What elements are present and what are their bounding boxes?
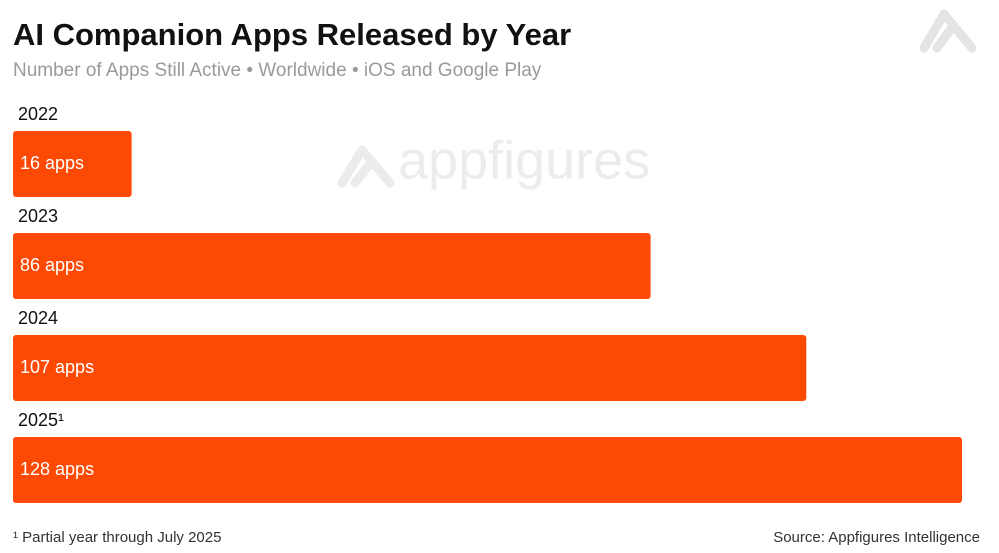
category-label: 2023 — [18, 206, 58, 226]
logo — [919, 9, 977, 53]
chart-title: AI Companion Apps Released by Year — [13, 17, 571, 52]
footnote: ¹ Partial year through July 2025 — [13, 529, 221, 546]
watermark: appfigures — [398, 130, 650, 190]
category-label: 2024 — [18, 308, 58, 328]
value-label: 128 apps — [20, 459, 94, 479]
bar — [13, 437, 962, 503]
source: Source: Appfigures Intelligence — [773, 529, 980, 546]
value-label: 16 apps — [20, 153, 84, 173]
category-label: 2022 — [18, 104, 58, 124]
bar — [13, 131, 132, 197]
watermark-logo — [337, 145, 395, 188]
value-label: 107 apps — [20, 357, 94, 377]
category-label: 2025¹ — [18, 410, 64, 430]
bar — [13, 335, 807, 401]
bar — [13, 233, 651, 299]
chart-subtitle: Number of Apps Still Active • Worldwide … — [13, 60, 542, 81]
value-label: 86 apps — [20, 255, 84, 275]
